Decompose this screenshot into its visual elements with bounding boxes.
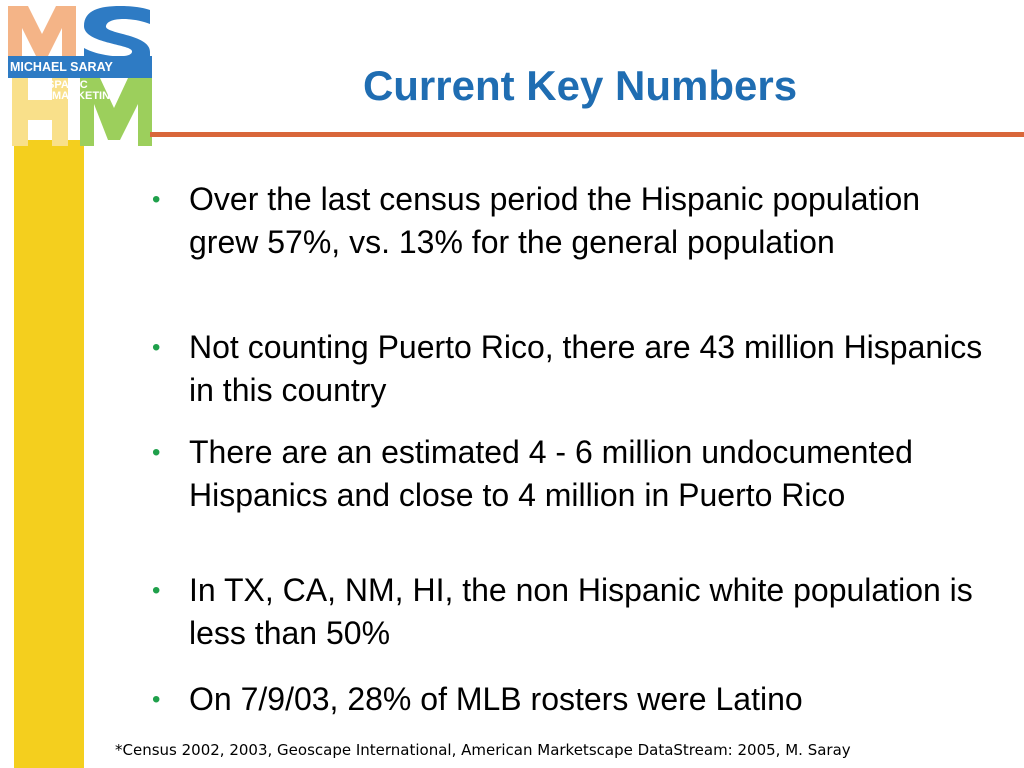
logo-text-name: MICHAEL SARAY xyxy=(10,60,113,74)
logo-mark xyxy=(8,6,152,146)
slide-title: Current Key Numbers xyxy=(362,62,798,109)
bullet-icon: • xyxy=(152,577,161,604)
bullet-text: There are an estimated 4 - 6 million und… xyxy=(189,434,913,513)
bullet-item: • There are an estimated 4 - 6 million u… xyxy=(150,431,990,517)
bullet-text: Over the last census period the Hispanic… xyxy=(189,181,921,260)
bullet-icon: • xyxy=(152,439,161,466)
title-divider xyxy=(150,132,1024,137)
bullet-icon: • xyxy=(152,686,161,713)
bullet-text: Not counting Puerto Rico, there are 43 m… xyxy=(189,329,983,408)
bullet-icon: • xyxy=(152,186,161,213)
bullet-icon: • xyxy=(152,334,161,361)
bullet-item: • Not counting Puerto Rico, there are 43… xyxy=(150,326,990,412)
bullet-item: • In TX, CA, NM, HI, the non Hispanic wh… xyxy=(150,569,990,655)
bullet-text: On 7/9/03, 28% of MLB rosters were Latin… xyxy=(189,681,803,717)
company-logo: MICHAEL SARAY HISPANIC MARKETING xyxy=(0,0,165,148)
side-accent-bar xyxy=(14,140,84,768)
bullet-text: In TX, CA, NM, HI, the non Hispanic whit… xyxy=(189,572,973,651)
source-footnote: *Census 2002, 2003, Geoscape Internation… xyxy=(115,741,851,759)
bullet-item: • Over the last census period the Hispan… xyxy=(150,178,990,264)
logo-text-marketing: MARKETING xyxy=(52,90,119,102)
bullet-item: • On 7/9/03, 28% of MLB rosters were Lat… xyxy=(150,678,990,721)
logo-text-hispanic: HISPANIC xyxy=(36,79,88,91)
